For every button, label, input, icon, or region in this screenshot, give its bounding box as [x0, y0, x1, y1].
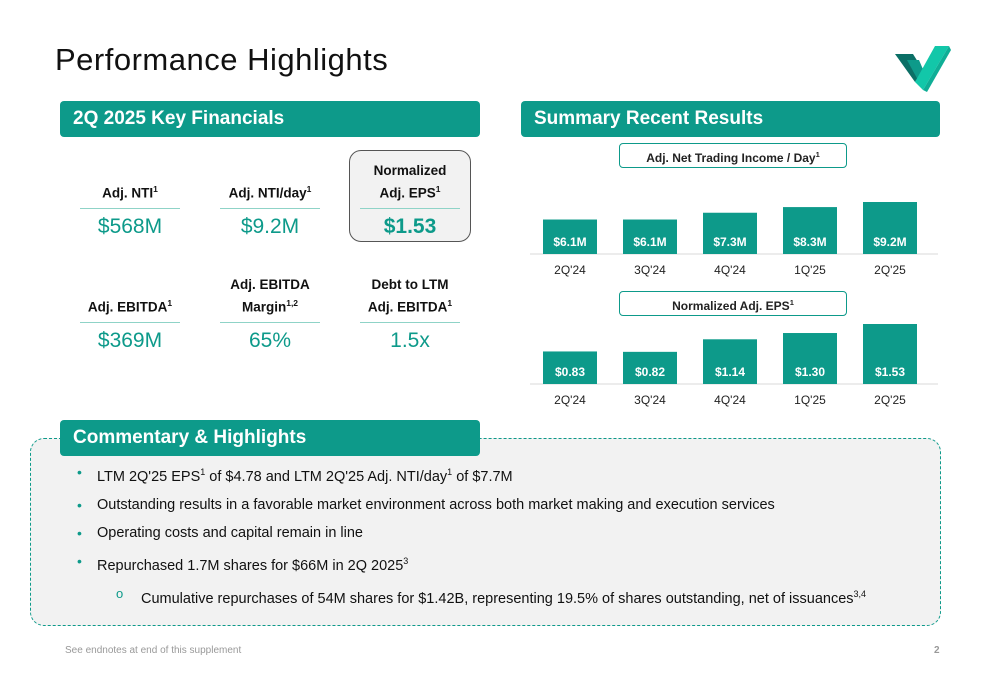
chart-tick-label: 2Q'25	[874, 393, 906, 407]
sub-bullet-item: o Cumulative repurchases of 54M shares fo…	[75, 585, 915, 608]
bullet-marker-icon: o	[116, 585, 124, 601]
metric-label-line: Adj. EBITDA1	[367, 297, 453, 315]
chart-data-label: $7.3M	[713, 235, 746, 249]
metric-tile: Adj. NTI1 $568M	[80, 162, 180, 239]
bullet-item: • Operating costs and capital remain in l…	[75, 524, 915, 542]
bullet-text: Outstanding results in a favorable marke…	[97, 496, 775, 513]
metric-label-line: Normalized	[373, 162, 447, 178]
chart-bar	[623, 219, 677, 254]
metric-value: 65%	[248, 329, 292, 352]
highlighted-metric-box	[349, 150, 471, 242]
metric-divider	[80, 208, 180, 209]
metric-tile: Adj. NTI/day1 $9.2M	[220, 162, 320, 239]
commentary-box	[30, 438, 941, 626]
bullet-item: • Repurchased 1.7M shares for $66M in 2Q …	[75, 552, 915, 575]
chart-bar	[863, 202, 917, 254]
metric-label-line: Adj. NTI/day1	[228, 183, 312, 201]
chart-tick-label: 4Q'24	[714, 393, 746, 407]
chart-tick-label: 2Q'24	[554, 263, 586, 277]
metric-label: Debt to LTM Adj. EBITDA1	[360, 276, 460, 316]
metric-divider	[360, 322, 460, 323]
chart-data-label: $1.14	[715, 365, 745, 379]
metric-value: $9.2M	[240, 215, 300, 238]
metric-tile: Debt to LTM Adj. EBITDA1 1.5x	[360, 276, 460, 353]
chart-bar	[863, 324, 917, 384]
company-logo-icon	[895, 46, 951, 92]
chart-data-label: $0.82	[635, 365, 665, 379]
metric-label-line: Debt to LTM	[371, 276, 449, 292]
metric-label-line: Adj. EBITDA1	[87, 297, 173, 315]
chart-bar	[543, 351, 597, 384]
bullet-text: of $4.78 and LTM 2Q'25 Adj. NTI/day	[205, 468, 448, 485]
chart-bar	[783, 207, 837, 254]
metric-value: $1.53	[383, 215, 437, 238]
chart-tick-label: 3Q'24	[634, 393, 666, 407]
bullet-text: 3,4	[853, 588, 867, 599]
summary-results-header: Summary Recent Results	[521, 101, 940, 137]
bullet-text: 3	[403, 555, 409, 566]
bullet-item: • LTM 2Q'25 EPS1 of $4.78 and LTM 2Q'25 A…	[75, 463, 915, 486]
bullet-item: • Outstanding results in a favorable mark…	[75, 496, 915, 514]
metric-value: 1.5x	[390, 329, 430, 352]
chart-bar	[703, 339, 757, 384]
chart-tick-label: 2Q'25	[874, 263, 906, 277]
chart-nti-per-day: $6.1M 2Q'24 $6.1M 3Q'24 $7.3M 4Q'24 $8.3M 1Q'25…	[530, 202, 938, 277]
bullet-text: Repurchased 1.7M shares for $66M in 2Q 2…	[97, 557, 404, 574]
metric-divider	[220, 322, 320, 323]
metric-label: Adj. EBITDA Margin1,2	[220, 276, 320, 316]
chart-data-label: $9.2M	[873, 235, 906, 249]
metric-divider	[80, 322, 180, 323]
chart-tick-label: 2Q'24	[554, 393, 586, 407]
metric-label-line: Margin1,2	[241, 297, 299, 315]
metric-value: $568M	[97, 215, 163, 238]
chart-title-nti: Adj. Net Trading Income / Day1	[619, 143, 847, 168]
bullet-text: 1	[447, 467, 453, 477]
chart-title-eps: Normalized Adj. EPS1	[619, 291, 847, 316]
metric-label: Normalized Adj. EPS1	[360, 156, 460, 202]
metric-label: Adj. EBITDA1	[80, 276, 180, 316]
chart-tick-label: 4Q'24	[714, 263, 746, 277]
metric-label-line: Adj. EBITDA	[230, 276, 310, 292]
metric-divider	[220, 208, 320, 209]
bullet-text: 1	[200, 467, 206, 477]
bullet-text: LTM 2Q'25 EPS	[97, 468, 201, 485]
key-financials-header: 2Q 2025 Key Financials	[60, 101, 480, 137]
chart-tick-label: 1Q'25	[794, 393, 826, 407]
chart-tick-label: 1Q'25	[794, 263, 826, 277]
metric-divider	[360, 208, 460, 209]
footnote: See endnotes at end of this supplement	[65, 645, 242, 656]
chart-normalized-eps: $0.83 2Q'24 $0.82 3Q'24 $1.14 4Q'24 $1.30 1Q'25…	[530, 324, 938, 407]
chart-data-label: $1.53	[875, 365, 905, 379]
bullet-text: Cumulative repurchases of 54M shares for…	[141, 590, 854, 607]
commentary-bullets: • LTM 2Q'25 EPS1 of $4.78 and LTM 2Q'25 A…	[75, 463, 915, 617]
page-number: 2	[934, 645, 940, 656]
metric-tile: Adj. EBITDA1 $369M	[80, 276, 180, 353]
metric-tile: Normalized Adj. EPS1 $1.53	[360, 156, 460, 239]
bullet-marker-icon: •	[77, 464, 82, 480]
metric-label-line: Adj. NTI1	[102, 183, 158, 201]
metric-tile: Adj. EBITDA Margin1,2 65%	[220, 276, 320, 353]
chart-data-label: $6.1M	[553, 235, 586, 249]
bullet-marker-icon: •	[77, 552, 82, 569]
chart-data-label: $1.30	[795, 365, 825, 379]
bullet-text: Operating costs and capital remain in li…	[97, 524, 363, 541]
metric-label: Adj. NTI/day1	[220, 162, 320, 202]
bullet-marker-icon: •	[77, 524, 82, 541]
metric-label: Adj. NTI1	[80, 162, 180, 202]
chart-data-label: $0.83	[555, 365, 585, 379]
chart-bar	[783, 333, 837, 384]
chart-bar	[543, 219, 597, 254]
page-title: Performance Highlights	[55, 42, 389, 77]
metric-label-line: Adj. EPS1	[379, 183, 441, 201]
metric-value: $369M	[97, 329, 163, 352]
bullet-text: of $7.7M	[452, 468, 513, 485]
chart-tick-label: 3Q'24	[634, 263, 666, 277]
bullet-marker-icon: •	[77, 496, 82, 513]
commentary-header: Commentary & Highlights	[60, 420, 480, 456]
chart-bar	[623, 351, 677, 384]
chart-data-label: $6.1M	[633, 235, 666, 249]
chart-data-label: $8.3M	[793, 235, 826, 249]
chart-bar	[703, 212, 757, 254]
